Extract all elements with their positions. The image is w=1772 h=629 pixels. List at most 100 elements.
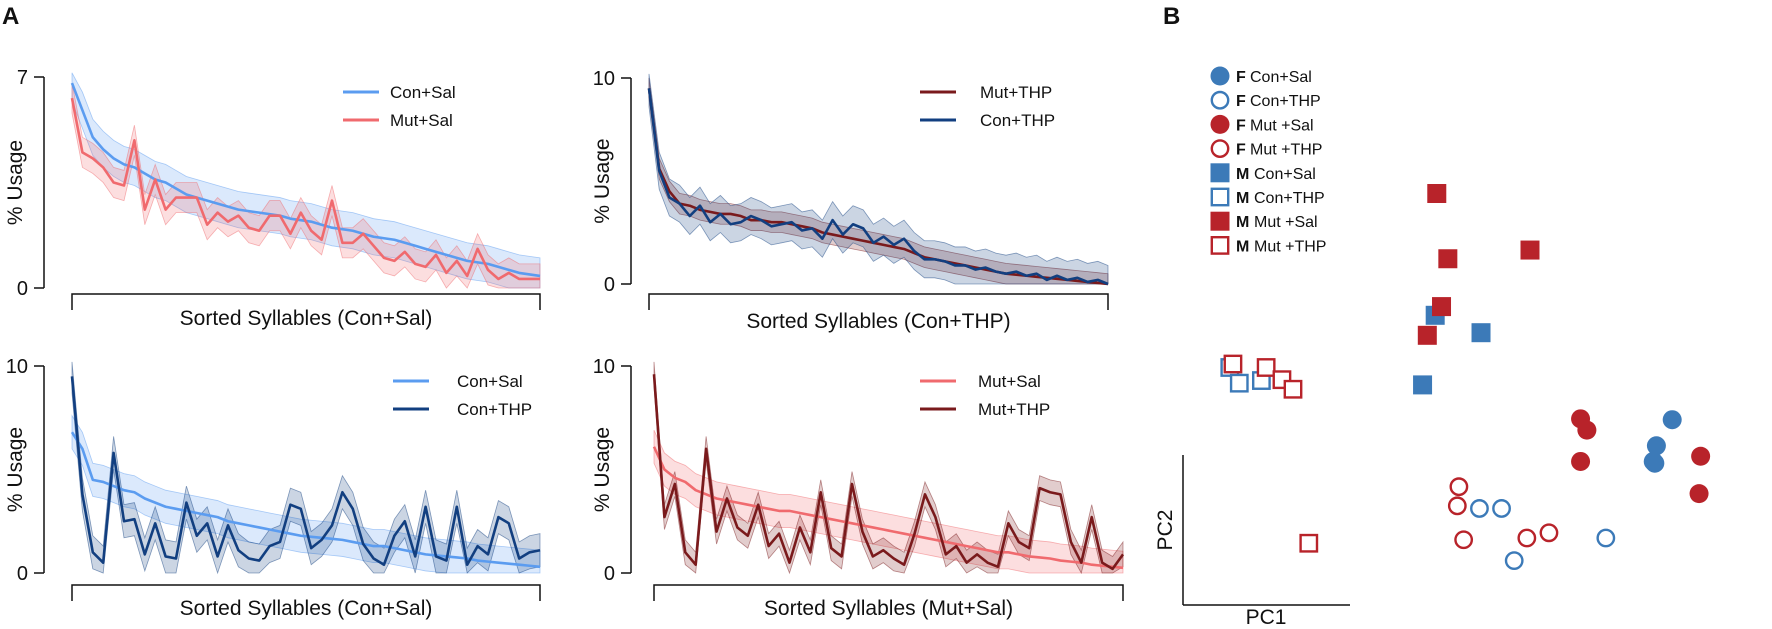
y-tick-label: 0 [17,278,28,300]
x-axis-bracket [653,584,1124,601]
panel-letter-b: B [1163,3,1180,30]
y-axis-label: % Usage [4,140,27,225]
scatter-point [1256,358,1276,377]
series-line-mut-sal [652,446,1124,570]
chart-bottom-left: 10 0 % Usage Sorted Syllables (Con+Sal) Con+… [4,356,541,620]
scatter-point [1662,410,1682,430]
scatter-point [1691,446,1711,466]
legend-label: Mut+THP [978,400,1050,419]
x-axis-label: Sorted Syllables (Mut+Sal) [764,597,1013,620]
y-tick-label: 10 [593,68,615,90]
legend-marker [1210,114,1230,134]
scatter-point [1689,484,1709,504]
legend-label: Con+THP [457,400,532,419]
scatter-point [1492,499,1511,518]
y-tick-label: 7 [17,67,28,89]
legend-sex: M [1236,238,1249,255]
chart-top-right: 10 0 % Usage Sorted Syllables (Con+THP) Mut+… [591,68,1109,333]
legend-label: Mut+THP [980,83,1052,102]
y-axis-label: % Usage [591,138,614,223]
legend-label: Con+Sal [457,372,523,391]
legend-label: Mut+Sal [390,111,453,130]
scatter-point [1520,240,1540,260]
scatter-point [1299,533,1319,553]
legend-label: Con+THP [980,111,1055,130]
scatter-point [1417,325,1437,345]
y-tick-label: 10 [593,356,615,378]
scatter-point [1646,436,1666,456]
x-axis-bracket [648,293,1109,310]
y-tick-label: 10 [6,356,28,378]
legend-sex: F [1236,93,1246,110]
band-mut-sal [71,82,541,289]
legend-label: Mut+Sal [978,372,1041,391]
legend-sex: M [1236,166,1249,183]
y-tick-label: 0 [17,563,28,585]
scatter-point [1413,375,1433,395]
x-axis-bracket [71,293,541,310]
legend-sex: F [1236,142,1246,159]
legend-sex: M [1236,214,1249,231]
scatter-point [1645,453,1665,473]
pc1-label: PC1 [1246,606,1287,629]
scatter-point [1596,528,1616,548]
band-con-thp [648,73,1109,285]
legend-group: Mut +Sal [1254,214,1318,231]
scatter-point [1539,523,1559,543]
pc2-label: PC2 [1154,510,1177,551]
series-line-con-sal [70,431,541,569]
scatter-point [1283,379,1303,399]
y-tick-label: 0 [604,563,615,585]
scatter-point [1571,451,1591,471]
y-axis-label: % Usage [4,427,27,512]
legend-marker [1210,163,1230,183]
scatter-point [1454,530,1474,550]
scatter-point [1449,477,1469,497]
legend-group: Mut +THP [1250,142,1322,159]
legend-sex: M [1236,190,1249,207]
scatter-point [1504,551,1524,571]
x-axis-label: Sorted Syllables (Con+Sal) [180,307,433,330]
legend-group: Con+THP [1250,93,1321,110]
scatter-point [1229,373,1249,393]
scatter-point [1470,499,1489,518]
scatter-point [1577,420,1597,440]
scatter-point [1432,297,1452,317]
legend-label: Con+Sal [390,83,456,102]
series-line-con-thp [70,376,541,567]
series-line-mut-sal [70,97,540,281]
chart-top-left: 7 0 % Usage Sorted Syllables (Con+Sal) Con+S… [4,67,541,330]
scatter-point [1427,184,1447,203]
chart-bottom-right: 10 0 % Usage Sorted Syllables (Mut+Sal) Mut+… [591,356,1125,620]
series-line-mut-thp [652,374,1125,571]
series-line-con-thp [647,88,1109,286]
scatter-point [1223,354,1243,374]
legend-marker [1210,139,1230,159]
y-axis-label: % Usage [591,427,614,512]
scatter-point [1447,496,1467,516]
legend-marker [1210,211,1230,231]
legend-marker [1210,187,1230,207]
band-con-sal [71,414,541,574]
legend-group: Con+THP [1254,190,1325,207]
x-axis-bracket [71,584,541,601]
panel-letter-a: A [2,3,19,30]
legend-group: Con+Sal [1250,69,1312,86]
legend-marker [1210,66,1230,86]
legend-group: Mut +THP [1254,238,1326,255]
series-line-mut-thp [647,88,1109,286]
legend-group: Mut +Sal [1250,117,1314,134]
x-axis-label: Sorted Syllables (Con+THP) [746,310,1010,333]
scatter-point [1438,249,1458,269]
legend-sex: F [1236,117,1246,134]
legend-group: Con+Sal [1254,166,1316,183]
legend-marker [1210,235,1230,255]
scatter-point [1517,528,1537,548]
scatter-point [1471,323,1491,343]
y-tick-label: 0 [604,274,615,296]
x-axis-label: Sorted Syllables (Con+Sal) [180,597,433,620]
legend-sex: F [1236,69,1246,86]
legend-marker [1210,90,1230,110]
